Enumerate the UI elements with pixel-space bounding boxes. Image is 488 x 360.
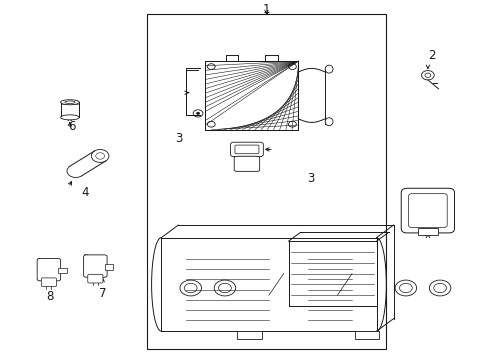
FancyBboxPatch shape	[41, 278, 57, 287]
FancyBboxPatch shape	[230, 142, 263, 157]
FancyBboxPatch shape	[234, 145, 259, 154]
Bar	[58, 268, 67, 273]
Text: 8: 8	[46, 291, 54, 303]
Bar	[146, 14, 386, 349]
Text: 2: 2	[427, 49, 435, 62]
Bar	[237, 331, 261, 339]
Bar	[104, 264, 113, 270]
Text: 3: 3	[174, 132, 182, 145]
FancyBboxPatch shape	[37, 258, 61, 281]
Text: 1: 1	[262, 3, 270, 15]
Text: 5: 5	[422, 226, 430, 239]
Text: 6: 6	[68, 120, 76, 132]
Circle shape	[196, 112, 200, 115]
FancyBboxPatch shape	[87, 274, 102, 283]
Bar	[354, 331, 378, 339]
FancyBboxPatch shape	[234, 156, 259, 171]
FancyBboxPatch shape	[83, 255, 107, 277]
Ellipse shape	[65, 101, 75, 104]
Bar	[417, 228, 437, 235]
Ellipse shape	[325, 65, 332, 73]
FancyBboxPatch shape	[408, 194, 446, 228]
FancyBboxPatch shape	[400, 188, 454, 233]
Text: 4: 4	[81, 186, 89, 199]
Ellipse shape	[61, 115, 79, 120]
Text: 7: 7	[99, 287, 106, 300]
Text: 3: 3	[306, 172, 314, 185]
Ellipse shape	[61, 100, 79, 105]
Ellipse shape	[325, 118, 332, 126]
